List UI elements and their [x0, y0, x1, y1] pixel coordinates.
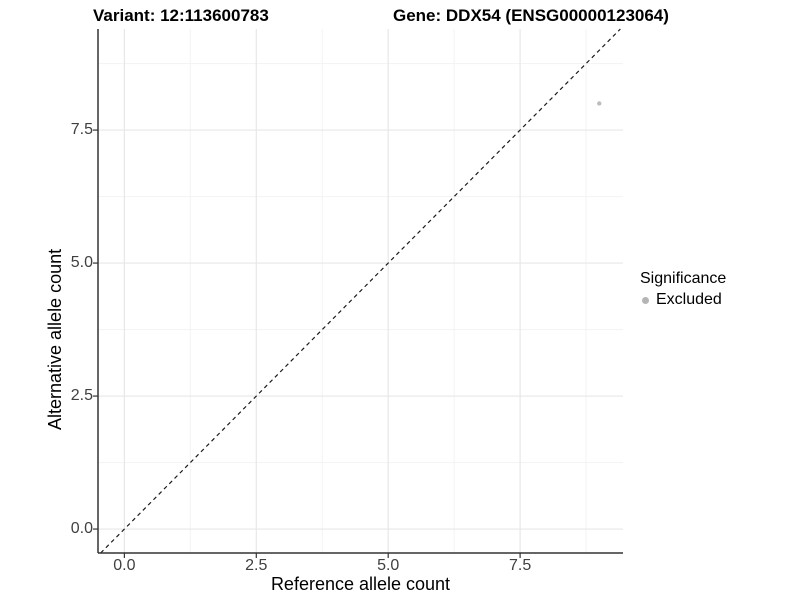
x-axis-title: Reference allele count	[270, 574, 451, 594]
axis-spines	[97, 29, 623, 554]
legend-title: Significance	[640, 270, 727, 287]
data-points	[597, 101, 602, 106]
legend-items: Excluded	[640, 291, 726, 309]
x-tick-label: 7.5	[508, 557, 532, 574]
legend-point-icon	[642, 296, 649, 304]
variant-title: Variant: 12:113600783	[93, 6, 269, 25]
y-tick-label: 2.5	[70, 387, 93, 405]
legend: Significance Excluded	[640, 270, 726, 309]
legend-item: Excluded	[642, 291, 726, 309]
y-tick-label: 7.5	[70, 121, 93, 139]
gridlines-minor	[98, 29, 623, 553]
identity-line	[100, 28, 621, 554]
x-tick-label: 0.0	[113, 557, 136, 574]
axis-ticks	[93, 129, 521, 558]
legend-item-label: Excluded	[656, 291, 722, 308]
x-tick-label: 5.0	[377, 557, 400, 574]
y-tick-label: 0.0	[70, 520, 93, 538]
data-point	[597, 101, 602, 106]
x-tick-label: 2.5	[245, 557, 268, 574]
gene-title: Gene: DDX54 (ENSG00000123064)	[393, 6, 669, 25]
gridlines-major	[98, 29, 623, 553]
y-tick-label: 5.0	[70, 254, 93, 272]
